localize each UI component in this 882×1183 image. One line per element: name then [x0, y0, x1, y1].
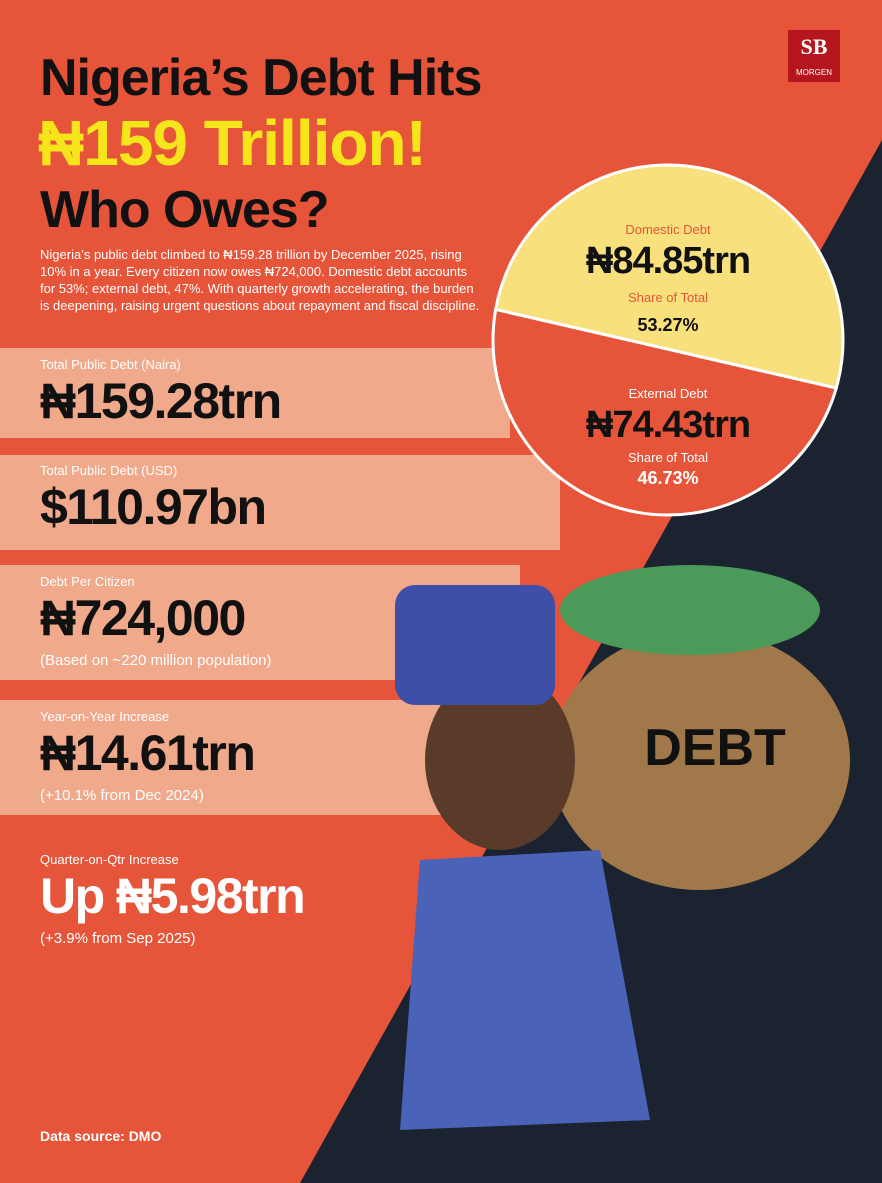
- pie-share: 46.73%: [637, 468, 699, 488]
- logo-name: MORGEN: [796, 68, 832, 77]
- pie-amount: ₦74.43trn: [585, 404, 751, 446]
- pie-share: 53.27%: [637, 315, 699, 335]
- stat-note: (Based on ~220 million population): [40, 652, 272, 669]
- stat-band: [0, 348, 510, 438]
- face: [425, 670, 575, 850]
- title-line: Nigeria’s Debt Hits: [40, 49, 482, 107]
- summary: Nigeria’s public debt climbed to ₦159.28…: [40, 247, 480, 313]
- stat-value: ₦14.61trn: [40, 725, 256, 781]
- pie-category: Domestic Debt: [625, 222, 711, 237]
- logo-mark: SB: [800, 34, 828, 59]
- stat-value: ₦159.28trn: [40, 373, 282, 429]
- stat-note: (+10.1% from Dec 2024): [40, 787, 204, 804]
- stat-label: Year-on-Year Increase: [40, 709, 170, 724]
- stat-value: $110.97bn: [40, 479, 267, 535]
- pie-amount: ₦84.85trn: [585, 240, 751, 282]
- logo-box: [788, 30, 840, 82]
- stat-label: Total Public Debt (USD): [40, 463, 178, 478]
- pie: [491, 163, 845, 517]
- cap: [395, 585, 555, 705]
- title-line: Who Owes?: [40, 181, 330, 239]
- pie-share-title: Share of Total: [628, 450, 708, 465]
- stat-label: Debt Per Citizen: [40, 574, 135, 589]
- stat-band: [0, 838, 430, 953]
- stat-value: Up ₦5.98trn: [40, 868, 306, 924]
- stat-value: ₦724,000: [40, 590, 246, 646]
- bag: [550, 630, 850, 890]
- stat-band: [0, 700, 470, 815]
- pie-share-title: Share of Total: [628, 290, 708, 305]
- stat-label: Total Public Debt (Naira): [40, 357, 181, 372]
- pie-slice: [491, 307, 839, 517]
- title-highlight: ₦159 Trillion!: [38, 107, 427, 179]
- source: Data source: DMO: [40, 1128, 162, 1144]
- stat-label: Quarter-on-Qtr Increase: [40, 852, 179, 867]
- pie-slice: [493, 163, 845, 390]
- stat-note: (+3.9% from Sep 2025): [40, 930, 196, 947]
- stat-band: [0, 455, 560, 550]
- money: [560, 565, 820, 655]
- bag-label: DEBT: [644, 719, 786, 777]
- pie-category: External Debt: [628, 386, 708, 401]
- robe: [400, 850, 650, 1130]
